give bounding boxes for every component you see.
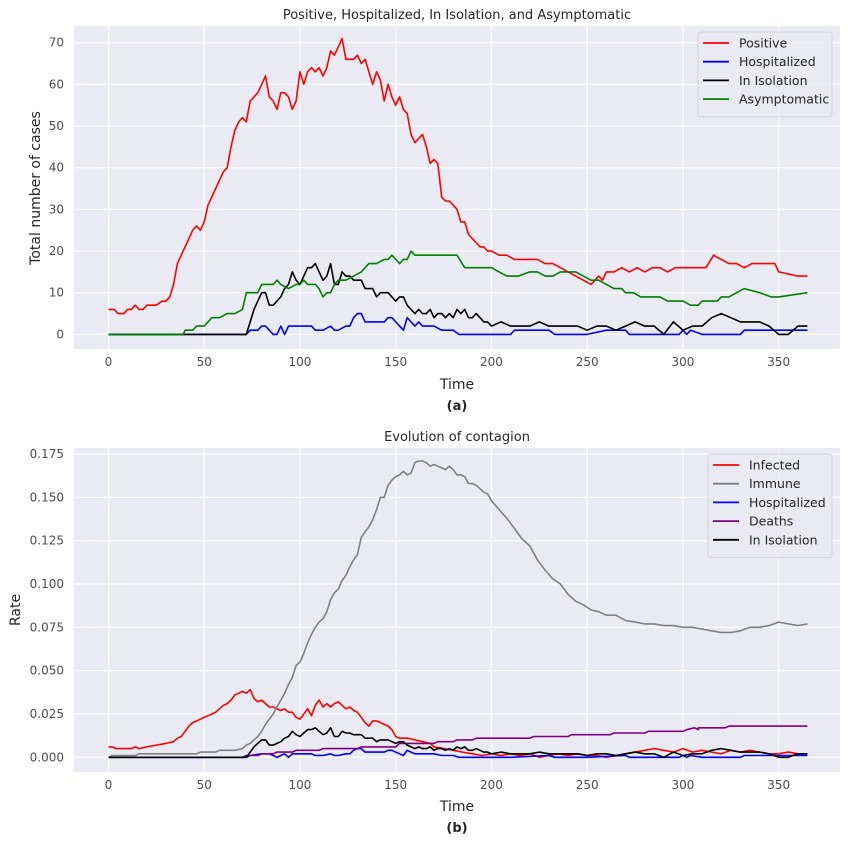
y-tick-label: 0.125 [30, 534, 64, 548]
legend-box [697, 31, 833, 118]
y-tick-label: 0.050 [30, 664, 64, 678]
x-axis-label-a: Time [439, 377, 474, 393]
y-ticks-b: 0.000 0.025 0.050 0.075 0.100 0.125 0.150 0.175 [30, 447, 64, 764]
series-lines-a [108, 37, 808, 336]
legend-label-infected: Infected [749, 458, 800, 473]
y-axis-label-a: Total number of cases [28, 111, 44, 266]
y-tick-label: 0.075 [30, 620, 64, 634]
legend-label-immune: Immune [749, 476, 801, 491]
legend-label-positive: Positive [739, 36, 787, 51]
x-tick-label: 150 [384, 355, 407, 369]
legend-label-in-isolation: In Isolation [739, 73, 808, 88]
series-line-hospitalized [108, 747, 808, 759]
y-tick-label: 0.150 [30, 490, 64, 504]
panel-a: Positive, Hospitalized, In Isolation, an… [28, 8, 840, 414]
x-tick-label: 250 [576, 778, 599, 792]
x-tick-label: 300 [672, 355, 695, 369]
y-axis-label-b: Rate [8, 594, 24, 626]
y-tick-label: 0.000 [30, 750, 64, 764]
series-line-immune [108, 460, 808, 759]
x-ticks-b: 0 50 100 150 200 250 300 350 [105, 778, 791, 792]
chart-title-a: Positive, Hospitalized, In Isolation, an… [283, 8, 631, 23]
x-tick-label: 300 [672, 778, 695, 792]
x-ticks-a: 0 50 100 150 200 250 300 350 [105, 355, 791, 369]
y-tick-label: 60 [49, 77, 64, 91]
x-axis-label-b: Time [439, 799, 474, 815]
legend-label-deaths: Deaths [749, 514, 793, 529]
series-line-positive [108, 37, 808, 315]
legend-label-hospitalized: Hospitalized [739, 54, 816, 69]
caption-a: (a) [447, 399, 468, 414]
y-tick-label: 0.100 [30, 577, 64, 591]
y-tick-label: 10 [49, 286, 64, 300]
series-line-asymptomatic [108, 250, 808, 336]
y-ticks-a: 0 10 20 30 40 50 60 70 [49, 36, 64, 342]
x-tick-label: 350 [767, 355, 790, 369]
y-tick-label: 70 [49, 36, 64, 50]
y-tick-label: 50 [49, 119, 64, 133]
x-tick-label: 100 [289, 778, 312, 792]
x-tick-label: 200 [480, 355, 503, 369]
legend-label-hospitalized: Hospitalized [749, 495, 826, 510]
x-tick-label: 250 [576, 355, 599, 369]
x-tick-label: 200 [480, 778, 503, 792]
y-tick-label: 20 [49, 244, 64, 258]
y-tick-label: 0.025 [30, 707, 64, 721]
series-line-deaths [108, 725, 808, 759]
series-line-in-isolation [108, 726, 808, 759]
y-tick-label: 30 [49, 202, 64, 216]
series-line-in-isolation [108, 262, 808, 336]
series-lines-b [108, 460, 808, 759]
x-tick-label: 50 [197, 355, 212, 369]
x-tick-label: 50 [197, 778, 212, 792]
legend-box [707, 453, 833, 558]
x-tick-label: 0 [105, 355, 113, 369]
chart-title-b: Evolution of contagion [384, 430, 530, 445]
legend-label-asymptomatic: Asymptomatic [739, 92, 829, 107]
legend-b: Infected Immune Hospitalized Deaths In Isola… [707, 453, 833, 558]
x-tick-label: 100 [289, 355, 312, 369]
caption-b: (b) [446, 821, 467, 836]
y-tick-label: 0 [56, 327, 64, 341]
x-tick-label: 150 [384, 778, 407, 792]
x-tick-label: 0 [105, 778, 113, 792]
legend-a: Positive Hospitalized In Isolation Asymptom… [697, 31, 833, 118]
legend-label-in-isolation: In Isolation [749, 532, 818, 547]
y-tick-label: 0.175 [30, 447, 64, 461]
panel-b: Evolution of contagion 0 50 100 150 200 250 30… [8, 430, 840, 836]
x-tick-label: 350 [767, 778, 790, 792]
y-tick-label: 40 [49, 161, 64, 175]
